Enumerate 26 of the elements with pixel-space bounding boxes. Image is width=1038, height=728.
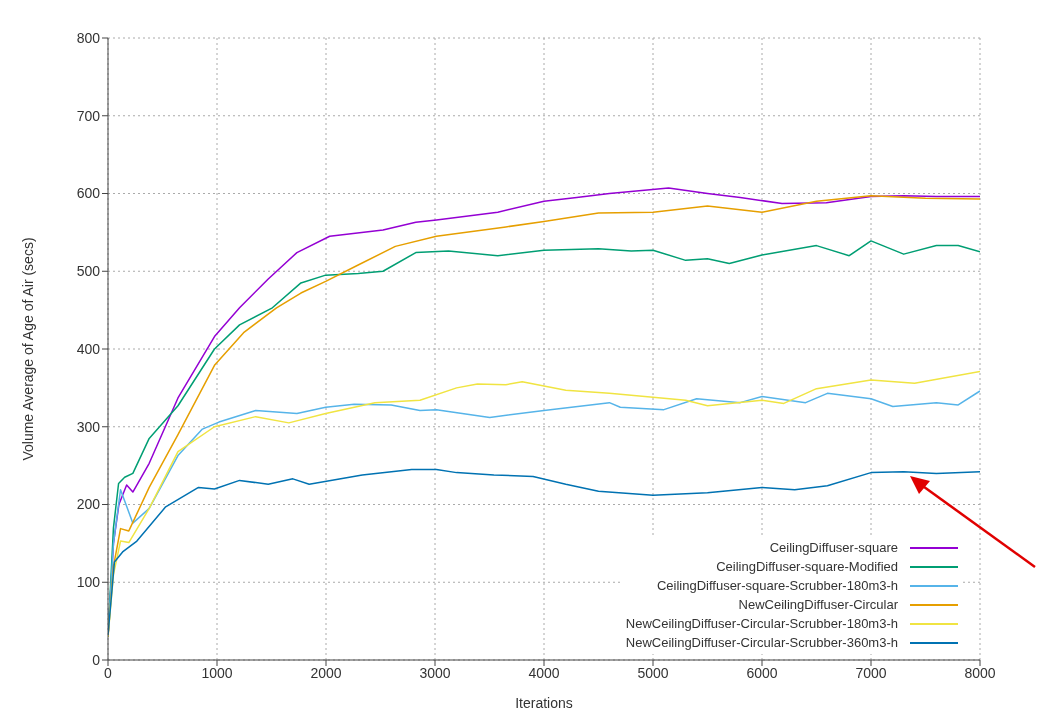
y-tick-label: 800 [76,29,101,46]
x-axis-title: Iterations [515,695,573,711]
legend-label: CeilingDiffuser-square-Modified [716,559,898,574]
x-tick-label: 1000 [201,664,233,681]
y-tick-label: 600 [76,185,101,202]
legend-label: NewCeilingDiffuser-Circular [738,597,898,612]
y-axis-title: Volume Average of Age of Air (secs) [19,237,36,461]
legend-label: NewCeilingDiffuser-Circular-Scrubber-180m3-h [625,616,898,631]
x-tick-label: 7000 [855,664,887,681]
x-tick-label: 4000 [528,664,560,681]
legend-label: CeilingDiffuser-square [769,540,898,555]
x-tick-label: 0 [104,664,113,681]
y-tick-label: 200 [76,496,101,513]
x-tick-label: 5000 [637,664,669,681]
x-tick-label: 8000 [964,664,996,681]
y-tick-label: 300 [76,418,101,435]
y-tick-label: 100 [76,574,101,591]
legend-label: CeilingDiffuser-square-Scrubber-180m3-h [656,578,898,593]
y-tick-label: 500 [76,263,101,280]
y-tick-label: 0 [92,651,101,668]
x-tick-label: 6000 [746,664,778,681]
legend-label: NewCeilingDiffuser-Circular-Scrubber-360m3-h [625,635,898,650]
x-tick-label: 2000 [310,664,342,681]
y-tick-label: 700 [76,107,101,124]
y-tick-label: 400 [76,340,101,357]
x-tick-label: 3000 [419,664,451,681]
